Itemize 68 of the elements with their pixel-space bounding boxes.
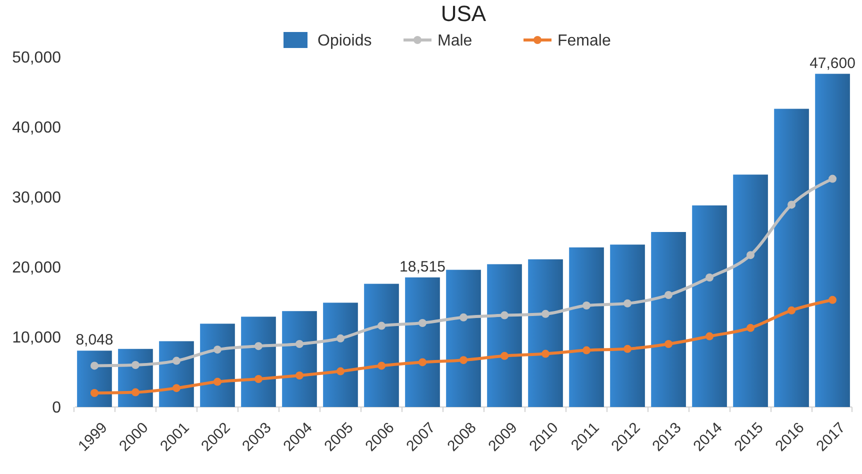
- bar: [364, 284, 399, 407]
- y-tick-label: 10,000: [12, 330, 62, 347]
- point: [377, 362, 386, 370]
- bar: [200, 324, 235, 407]
- point: [664, 291, 673, 299]
- bar: [651, 232, 686, 407]
- y-tick-label: 50,000: [12, 50, 62, 67]
- data-label: 8,048: [76, 332, 114, 349]
- point: [336, 367, 344, 376]
- y-tick-label: 40,000: [12, 120, 62, 137]
- point: [418, 358, 426, 366]
- point: [542, 350, 550, 358]
- point: [582, 302, 591, 310]
- bar: [446, 270, 481, 407]
- point: [624, 299, 632, 308]
- point: [172, 356, 180, 365]
- bar: [774, 108, 809, 407]
- bar: [610, 244, 645, 407]
- point: [131, 361, 140, 369]
- bar: [569, 247, 604, 407]
- bar: [282, 311, 317, 407]
- bar: [241, 316, 276, 407]
- point: [664, 340, 673, 348]
- point: [828, 174, 837, 183]
- point: [295, 340, 304, 348]
- bar: [815, 74, 850, 407]
- y-tick-label: 20,000: [12, 260, 62, 277]
- legend-label: Male: [438, 32, 472, 50]
- data-label: 47,600: [810, 54, 856, 72]
- point: [254, 342, 262, 350]
- bar: [528, 259, 563, 407]
- point: [500, 352, 509, 360]
- point: [213, 346, 222, 354]
- point: [500, 311, 509, 320]
- point: [706, 274, 714, 282]
- point: [295, 372, 304, 380]
- point: [582, 346, 591, 354]
- y-tick-label: 30,000: [12, 190, 62, 207]
- point: [460, 313, 468, 322]
- point: [706, 332, 714, 340]
- point: [460, 356, 468, 364]
- bar: [733, 174, 768, 407]
- legend-label: Opioids: [318, 32, 372, 50]
- point: [213, 378, 222, 386]
- point: [828, 296, 837, 304]
- point: [788, 306, 796, 314]
- point: [172, 384, 180, 392]
- point: [746, 324, 755, 332]
- point: [336, 334, 344, 342]
- point: [90, 362, 98, 370]
- bar: [692, 205, 727, 407]
- point: [624, 344, 632, 353]
- chart-title: USA: [440, 1, 486, 26]
- point: [90, 389, 98, 397]
- point: [418, 319, 426, 327]
- data-label: 18,515: [400, 258, 446, 276]
- point: [542, 310, 550, 318]
- point: [788, 200, 796, 209]
- bar: [323, 302, 358, 407]
- y-tick-label: 0: [52, 400, 62, 417]
- point: [746, 251, 755, 260]
- bar: [405, 277, 440, 407]
- point: [131, 388, 140, 396]
- bar: [487, 264, 522, 407]
- legend-label: Female: [558, 32, 611, 50]
- point: [377, 322, 386, 330]
- bar: [77, 350, 112, 407]
- point: [254, 375, 262, 383]
